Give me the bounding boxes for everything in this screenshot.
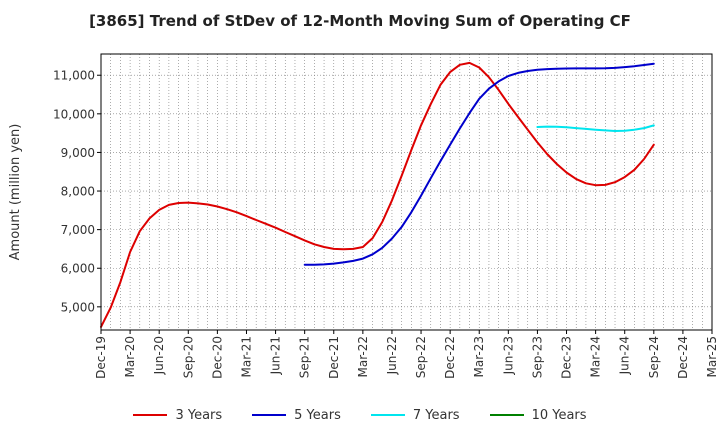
x-tick-label: Mar-22: [356, 336, 370, 377]
plot-frame: [100, 53, 713, 331]
legend-item: 7 Years: [370, 407, 460, 423]
x-tick-label: Dec-23: [560, 336, 574, 379]
y-tick-label: 7,000: [61, 223, 95, 237]
legend-label: 3 Years: [175, 407, 223, 423]
x-tick-label: Jun-22: [385, 336, 399, 375]
x-tick-label: Mar-23: [472, 336, 486, 377]
grid-layer: [101, 54, 712, 330]
x-tick-label: Mar-25: [705, 336, 719, 377]
legend-swatch: [370, 414, 405, 416]
series-line-3-years: [100, 61, 655, 328]
legend-swatch: [252, 414, 287, 416]
x-tick-label: Sep-21: [298, 336, 312, 378]
legend-swatch: [133, 414, 168, 416]
x-tick-label: Jun-20: [152, 336, 166, 375]
x-tick-label: Sep-22: [414, 336, 428, 378]
series-line-7-years: [536, 124, 655, 132]
legend-item: 10 Years: [489, 407, 587, 423]
x-tick-label: Sep-20: [181, 336, 195, 378]
x-tick-label: Dec-24: [676, 336, 690, 379]
legend: 3 Years 5 Years 7 Years 10 Years: [0, 404, 720, 426]
x-tick-label: Sep-24: [647, 336, 661, 378]
axis-layer: 5,000 6,000 7,000 8,000 9,000 10,000 11,000 Dec…: [53, 69, 719, 379]
y-tick-label: 11,000: [53, 69, 95, 83]
y-tick-label: 6,000: [61, 262, 95, 276]
y-tick-label: 5,000: [61, 300, 95, 314]
legend-label: 10 Years: [531, 407, 587, 423]
x-tick-label: Jun-24: [618, 336, 632, 375]
series-line-5-years: [303, 62, 655, 266]
y-axis-label: Amount (million yen): [8, 124, 23, 261]
x-tick-label: Dec-22: [443, 336, 457, 379]
x-tick-label: Mar-20: [123, 336, 137, 377]
legend-item: 5 Years: [252, 408, 341, 423]
legend-swatch: [489, 414, 524, 416]
series-layer: [100, 61, 655, 328]
legend-item: 3 Years: [133, 408, 222, 423]
y-tick-label: 10,000: [53, 107, 95, 121]
x-tick-label: Dec-20: [210, 336, 224, 379]
y-tick-label: 8,000: [61, 185, 95, 199]
y-tick-label: 9,000: [61, 146, 95, 160]
chart-title: [3865] Trend of StDev of 12-Month Moving…: [89, 12, 631, 30]
x-tick-label: Sep-23: [530, 336, 544, 378]
x-tick-label: Jun-23: [501, 336, 515, 375]
x-tick-label: Dec-21: [327, 336, 341, 379]
x-tick-label: Mar-21: [239, 336, 253, 377]
x-tick-label: Jun-21: [269, 336, 283, 375]
legend-label: 7 Years: [412, 407, 460, 423]
legend-label: 5 Years: [294, 407, 341, 423]
x-tick-label: Dec-19: [94, 336, 108, 379]
x-tick-label: Mar-24: [589, 336, 603, 377]
